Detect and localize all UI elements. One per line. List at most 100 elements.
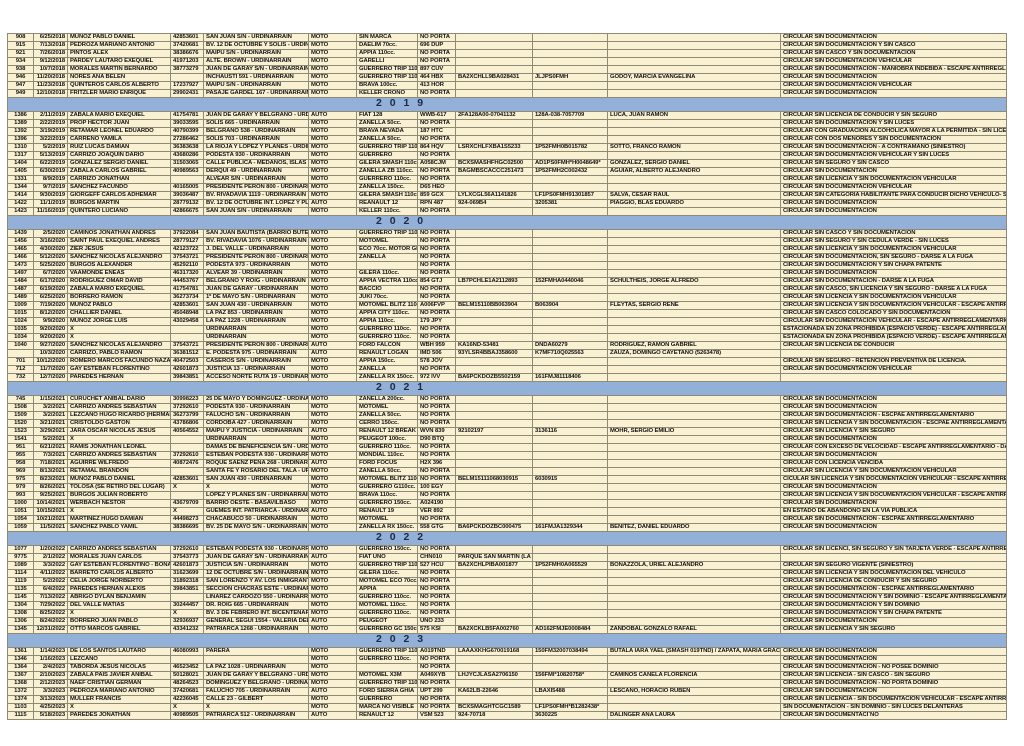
record-number-cell: 1089: [7, 561, 34, 570]
date-cell: 4/30/2020: [33, 245, 68, 254]
brand-model-cell: [356, 663, 418, 672]
observation-cell: CIRCULAR SIN LICENCIA DE CONDUCIR: [780, 341, 1007, 350]
name-cell: RODRÍGUEZ OMAR DAVID: [67, 277, 171, 286]
dni-cell: 31892318: [170, 577, 204, 586]
name-cell: CARRIZO ANDRÉS SEBASTIÁN: [67, 403, 171, 412]
date-cell: 3/21/2021: [33, 419, 68, 428]
engine-number-cell: 1P52FMH2C002432: [532, 167, 608, 176]
chassis-number-cell: 92102197: [455, 427, 533, 436]
date-cell: 8/23/2021: [33, 475, 68, 484]
plate-cell: NO PORTA: [417, 333, 456, 342]
address-cell: MAIPÚ S/N - URDINARRAIN: [203, 81, 309, 90]
dni-cell: 39843851: [170, 585, 204, 594]
vehicle-type-cell: MOTO: [308, 269, 357, 278]
owner-cell: LUCA, JUAN RAMÓN: [607, 111, 781, 120]
vehicle-type-cell: MOTO: [308, 317, 357, 326]
vehicle-type-cell: MOTO: [308, 569, 357, 578]
chassis-number-cell: [455, 81, 533, 90]
dni-cell: X: [170, 483, 204, 492]
date-cell: 10/21/2021: [33, 515, 68, 524]
brand-model-cell: GUERRERO G110cc. D: [356, 483, 418, 492]
chassis-number-cell: [455, 365, 533, 374]
dni-cell: 38773279: [170, 65, 204, 74]
chassis-number-cell: [455, 459, 533, 468]
table-row: 1508 3/2/2021 CARRIZO ANDRÉS SEBASTIÁN 3729…: [7, 403, 1007, 412]
plate-cell: A049XYB: [417, 671, 456, 680]
chassis-number-cell: BA6PCKDOZB5502159: [455, 373, 533, 382]
name-cell: MORALES JUAN CARLOS: [67, 553, 171, 562]
address-cell: PATRIARCA 1268 - URDINARRAIN: [203, 625, 309, 634]
table-row: 1051 10/15/2021 X X GÜEMES INT. PATRIARCA - …: [7, 507, 1007, 516]
name-cell: CARREÑO YAMILA: [67, 135, 171, 144]
observation-cell: CIRCULAR SIN DOCUMENTACIÓN: [780, 617, 1007, 626]
owner-cell: [607, 65, 781, 74]
brand-model-cell: APPIA 110cc.: [356, 49, 418, 58]
dni-cell: 28779132: [170, 199, 204, 208]
year-separator-cell: 2 0 2 0: [7, 215, 1007, 230]
owner-cell: LESCANO, HORACIO RUBÉN: [607, 687, 781, 696]
owner-cell: CAMINOS CANELA FLORENCIA: [607, 671, 781, 680]
address-cell: JUAN DE GARAY S/N - URDINARRAIN: [203, 553, 309, 562]
chassis-number-cell: [455, 65, 533, 74]
observation-cell: CIRCULAR SIN DOCUMENTACIÓN - A CONTRAMAN…: [780, 143, 1007, 152]
date-cell: 11/7/2020: [33, 365, 68, 374]
observation-cell: CICULAR SIN LICENCIA Y SIN DOCUMENTACIÓN…: [780, 475, 1007, 484]
brand-model-cell: FIAT 128: [356, 111, 418, 120]
date-cell: 11/20/2018: [33, 73, 68, 82]
address-cell: JUSTICIA 13 - URDINARRAIN: [203, 365, 309, 374]
dni-cell: 38386695: [170, 523, 204, 532]
engine-number-cell: [532, 569, 608, 578]
record-number-cell: 1367: [7, 671, 34, 680]
plate-cell: NO PORTA: [417, 119, 456, 128]
plate-cell: NO PORTA: [417, 467, 456, 476]
observation-cell: CIRCULAR SIN DOCUMENTACIÓN Y SIN DOMINIO…: [780, 593, 1007, 602]
record-number-cell: 712: [7, 365, 34, 374]
record-number-cell: 1015: [7, 309, 34, 318]
observation-cell: CIRCULAR SIN SEGURO Y SIN CASCO: [780, 159, 1007, 168]
owner-cell: [607, 459, 781, 468]
plate-cell: H2X 396: [417, 459, 456, 468]
name-cell: NORES ANA BELÉN: [67, 73, 171, 82]
address-cell: CALLE PÚBLICA - MÉDANOS, ISLAS DEL IBI: [203, 159, 309, 168]
date-cell: 4/11/2022: [33, 569, 68, 578]
observation-cell: ESTACIONADA EN ZONA PROHIBIDA (ESPACIO V…: [780, 325, 1007, 334]
engine-number-cell: K7MF710Q025563: [532, 349, 608, 358]
plate-cell: RPN 487: [417, 199, 456, 208]
table-row: 1034 9/20/2020 X URDINARRAIN MOTO GUERRERO 11…: [7, 333, 1007, 342]
vehicle-type-cell: MOTO: [308, 191, 357, 200]
vehicle-type-cell: MOTO: [308, 183, 357, 192]
observation-cell: CIRCULAR SIN DOCUMENTACIÓN: [780, 647, 1007, 656]
owner-cell: DALINGER ANA LAURA: [607, 711, 781, 720]
table-row: 1346 1/16/2023 LEZCANO MOTO GUERRERO 110cc. N…: [7, 655, 1007, 664]
date-cell: 2/10/2023: [33, 671, 68, 680]
date-cell: 8/25/2022: [33, 609, 68, 618]
owner-cell: BENITEZ, DANIEL EDUARDO: [607, 523, 781, 532]
address-cell: URDINARRAIN: [203, 333, 309, 342]
brand-model-cell: PEUGEOT: [356, 617, 418, 626]
date-cell: 6/17/2020: [33, 277, 68, 286]
table-row: 1054 10/21/2021 MARTÍNEZ HUGO DAMIÁN 444982…: [7, 515, 1007, 524]
plate-cell: NO PORTA: [417, 245, 456, 254]
dni-cell: 42601873: [170, 365, 204, 374]
record-number-cell: 701: [7, 357, 34, 366]
owner-cell: SOTTO, FRANCO RAMÓN: [607, 143, 781, 152]
engine-number-cell: [532, 585, 608, 594]
table-row: 1484 6/17/2020 RODRÍGUEZ OMAR DAVID 4445376…: [7, 277, 1007, 286]
dni-cell: 40790399: [170, 127, 204, 136]
observation-cell: CIRCULAR SIN DOCUMENTACIÓN - ESCPAE ANTI…: [780, 585, 1007, 594]
observation-cell: CIRCULAR SIN LICENCIA - SIN CASCO - SIN …: [780, 671, 1007, 680]
chassis-number-cell: [455, 601, 533, 610]
date-cell: 7/26/2018: [33, 49, 68, 58]
record-number-cell: 969: [7, 467, 34, 476]
brand-model-cell: GUERRERO TRIP 110cc: [356, 647, 418, 656]
dni-cell: 45048948: [170, 309, 204, 318]
record-number-cell: 1389: [7, 119, 34, 128]
record-number-cell: 1487: [7, 285, 34, 294]
plate-cell: IMD 506: [417, 349, 456, 358]
address-cell: MAIPÚ Y JUSTICIA - URDINARRAIN: [203, 427, 309, 436]
address-cell: PODESTÁ 973 - URDINARRAIN: [203, 261, 309, 270]
observation-cell: CIRCULAR SIN DOCUMENTACIÓN: [780, 687, 1007, 696]
table-row: 1115 5/18/2023 PAREDES JONATHAN 40989505 PAT…: [7, 711, 1007, 720]
observation-cell: CIRCULAR SIN DOCUMENTACIÓN VEHICULAR: [780, 183, 1007, 192]
table-row: 712 11/7/2020 GAY ESTEBAN FLORENTINO 426018…: [7, 365, 1007, 374]
